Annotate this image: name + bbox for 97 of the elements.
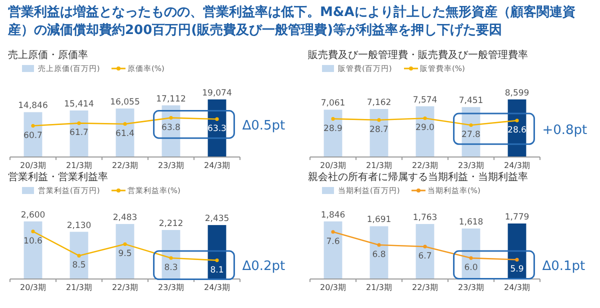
point: [469, 256, 473, 260]
chart-title: 親会社の所有者に帰属する当期利益・当期利益率: [308, 171, 528, 183]
text: 営業利益は増益となったものの、営業利益率は低下。M&Aにより計上した無形資産（顧客関連資産）の減価償却費約200百万円(販売費及び一般管理費)等が利益率を押し下げた要因: [8, 4, 576, 40]
data-label: 61.4: [116, 128, 134, 139]
point: [515, 118, 519, 122]
data-label: 6.8: [372, 250, 386, 260]
data-label: 15,414: [64, 99, 94, 110]
data-label: 27.8: [462, 130, 480, 140]
bar: [208, 225, 226, 279]
data-label: 1,691: [366, 215, 392, 226]
point: [215, 117, 219, 121]
data-label: 2,483: [112, 212, 138, 223]
text: Δ0.5pt: [242, 118, 286, 134]
chart-title: 営業利益・営業利益率: [8, 171, 108, 183]
chart-title: 販売費及び一般管理費・販売費及び一般管理費率: [308, 49, 528, 61]
data-label: 63.8: [162, 122, 180, 133]
chart-title: 売上原価・原価率: [8, 49, 88, 61]
data-label: 1,763: [412, 212, 438, 223]
data-label: 5.9: [510, 264, 524, 275]
data-label: 2,212: [158, 218, 184, 229]
bar: [24, 112, 42, 157]
point: [123, 242, 127, 246]
point: [515, 258, 519, 262]
data-label: 7,061: [320, 98, 346, 109]
bar: [162, 230, 180, 279]
bar: [70, 110, 88, 157]
point: [169, 116, 173, 120]
data-label: 61.7: [70, 128, 88, 138]
text: Δ0.2pt: [242, 259, 286, 274]
x-tick-label: 20/3期: [20, 283, 46, 292]
point: [77, 121, 81, 126]
data-label: 8.5: [72, 260, 86, 271]
x-tick-label: 21/3期: [366, 283, 392, 292]
text: Δ0.1pt: [542, 258, 586, 274]
x-tick-label: 20/3期: [320, 283, 346, 292]
x-tick-label: 22/3期: [412, 283, 438, 292]
data-label: 6.0: [464, 263, 478, 274]
point: [469, 123, 473, 127]
data-label: 1,779: [504, 212, 530, 222]
data-label: 7,162: [366, 98, 392, 108]
data-label: 19,074: [202, 88, 232, 98]
data-label: 16,055: [110, 98, 140, 108]
x-tick-label: 22/3期: [412, 161, 438, 170]
point: [423, 116, 427, 120]
x-tick-label: 24/3期: [204, 283, 230, 292]
data-label: 29.0: [416, 123, 434, 134]
data-label: 7.6: [326, 236, 340, 247]
data-label: 60.7: [24, 130, 42, 141]
data-label: 2,130: [66, 220, 92, 231]
data-label: 10.6: [24, 236, 42, 246]
data-label: 8.1: [210, 265, 224, 276]
x-tick-label: 21/3期: [66, 283, 92, 292]
data-label: 8.3: [164, 263, 178, 273]
bar: [24, 221, 42, 279]
point: [215, 258, 219, 262]
point: [331, 117, 335, 121]
data-label: 7,451: [458, 96, 484, 106]
data-label: 6.7: [418, 252, 432, 262]
data-label: 1,618: [458, 218, 484, 228]
x-tick-label: 21/3期: [66, 161, 92, 170]
data-label: 63.3: [208, 124, 226, 134]
data-label: 2,600: [20, 210, 46, 220]
bar: [116, 224, 134, 279]
bar: [116, 108, 134, 157]
x-tick-label: 23/3期: [458, 283, 484, 292]
data-label: 17,112: [156, 94, 186, 104]
data-label: 28.6: [508, 126, 526, 136]
data-label: 1,846: [320, 210, 346, 220]
point: [31, 124, 35, 128]
data-label: 28.9: [324, 124, 342, 134]
data-label: 28.7: [370, 124, 388, 135]
point: [31, 230, 35, 234]
data-label: 8,599: [504, 88, 530, 98]
x-tick-label: 22/3期: [112, 161, 138, 170]
point: [123, 122, 127, 126]
bar: [70, 232, 88, 279]
data-label: 14,846: [18, 101, 48, 112]
x-tick-label: 20/3期: [320, 161, 346, 170]
data-label: 9.5: [118, 249, 132, 260]
data-label: 2,435: [204, 214, 230, 224]
x-tick-label: 24/3期: [204, 161, 230, 170]
point: [377, 243, 381, 247]
point: [77, 254, 81, 258]
x-tick-label: 23/3期: [158, 283, 184, 292]
x-tick-label: 23/3期: [158, 161, 184, 170]
x-tick-label: 20/3期: [20, 161, 46, 170]
point: [423, 244, 427, 248]
x-tick-label: 22/3期: [112, 283, 138, 292]
point: [331, 230, 335, 234]
data-label: 7,574: [412, 95, 438, 106]
x-tick-label: 24/3期: [504, 161, 530, 170]
point: [169, 256, 173, 260]
x-tick-label: 24/3期: [504, 283, 530, 292]
x-tick-label: 23/3期: [458, 161, 484, 170]
text: +0.8pt: [542, 122, 588, 138]
point: [377, 118, 381, 122]
x-tick-label: 21/3期: [366, 161, 392, 170]
